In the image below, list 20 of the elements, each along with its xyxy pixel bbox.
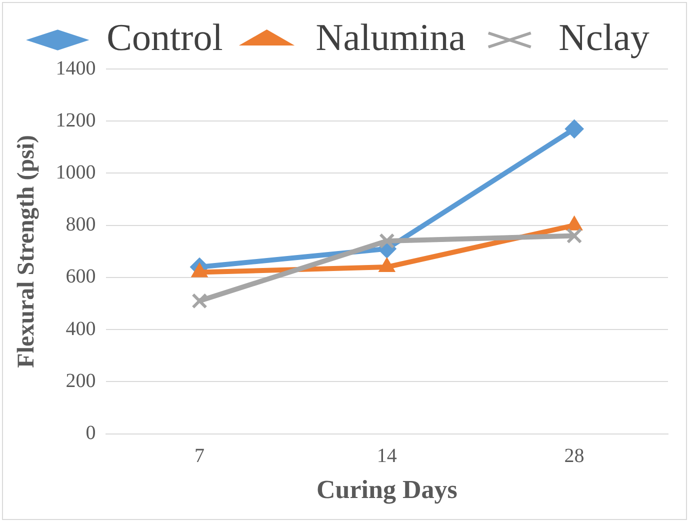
y-tick-label: 200 bbox=[66, 370, 96, 392]
legend-label: Nclay bbox=[558, 16, 650, 59]
y-tick-label: 1400 bbox=[56, 57, 96, 80]
point bbox=[379, 233, 395, 249]
x-axis-title: Curing Days bbox=[316, 475, 458, 504]
y-tick-label: 0 bbox=[86, 422, 96, 444]
point bbox=[192, 293, 208, 309]
y-tick-label: 600 bbox=[66, 266, 96, 288]
y-axis-title: Flexural Strength (psi) bbox=[14, 134, 40, 368]
x-tick-label: 7 bbox=[194, 445, 204, 468]
y-tick-label: 1000 bbox=[56, 161, 96, 184]
legend-label: Nalumina bbox=[316, 16, 466, 59]
y-tick-label: 800 bbox=[66, 214, 96, 236]
legend-label: Control bbox=[106, 16, 223, 59]
point bbox=[564, 119, 584, 138]
x-tick-label: 28 bbox=[564, 445, 584, 468]
x-tick-label: 14 bbox=[376, 445, 397, 468]
point bbox=[566, 228, 582, 244]
y-tick-label: 400 bbox=[66, 318, 96, 340]
y-tick-label: 1200 bbox=[56, 109, 96, 132]
